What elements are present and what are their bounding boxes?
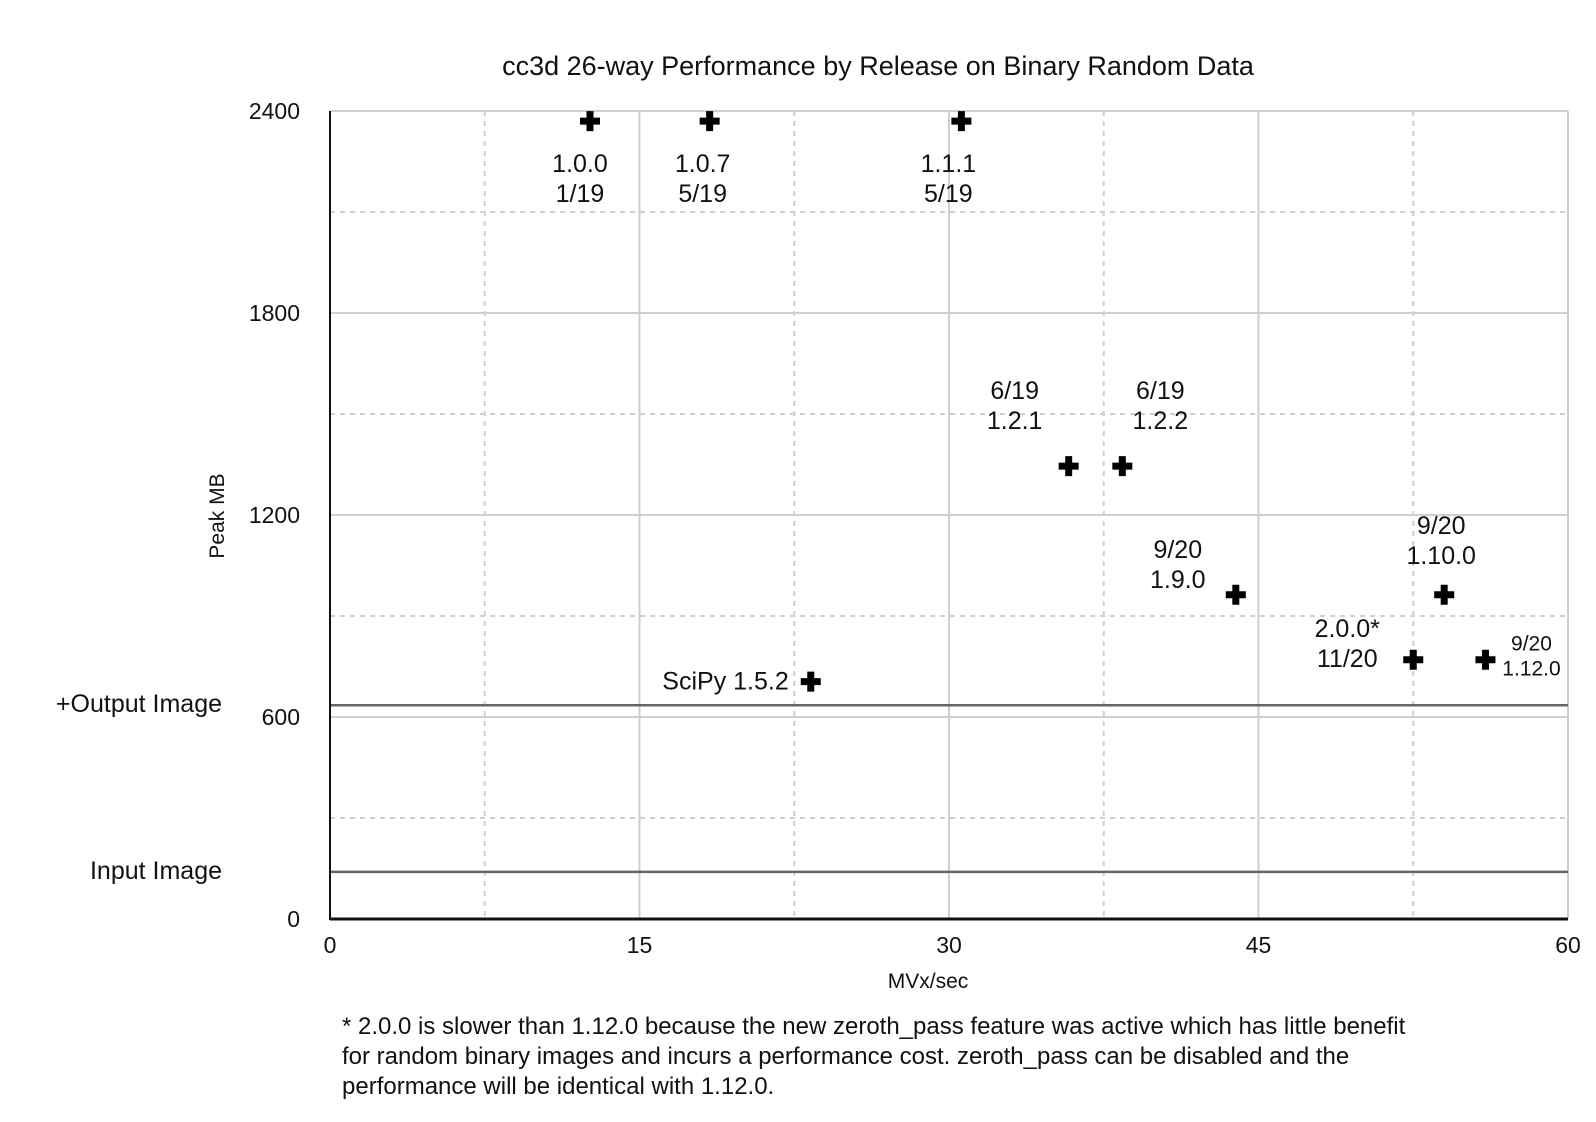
data-point-label: 1.10.0 [1406, 542, 1476, 570]
y-tick-label: 1200 [249, 502, 300, 528]
x-tick-label: 60 [1555, 932, 1581, 958]
data-point-label: 9/20 [1417, 512, 1466, 540]
reference-lines: +Output Image Input Image [56, 690, 1568, 885]
data-point-label: SciPy 1.5.2 [662, 668, 788, 696]
reference-line-label: Input Image [90, 857, 222, 885]
y-tick-label: 0 [287, 906, 300, 932]
data-point-label: 1.2.1 [987, 407, 1043, 435]
data-point: 1.0.01/19 [552, 111, 608, 208]
data-point-label: 2.0.0* [1315, 615, 1381, 643]
x-tick-label: 0 [324, 932, 337, 958]
data-points: 1.0.01/191.0.75/191.1.15/196/191.2.16/19… [552, 111, 1561, 696]
data-point-label: 6/19 [990, 377, 1039, 405]
data-point: SciPy 1.5.2 [662, 668, 821, 696]
plus-marker [699, 111, 720, 132]
data-point-label: 1.2.2 [1133, 407, 1189, 435]
data-point: 2.0.0*11/20 [1315, 615, 1424, 673]
data-point-label: 1.1.1 [921, 150, 977, 178]
y-tick-label: 600 [262, 704, 300, 730]
x-tick-label: 15 [627, 932, 653, 958]
footnote: * 2.0.0 is slower than 1.12.0 because th… [342, 1012, 1582, 1102]
data-point: 6/191.2.1 [987, 377, 1079, 477]
x-tick-label: 30 [936, 932, 962, 958]
data-point-label: 1.0.0 [552, 150, 608, 178]
data-point-label: 1/19 [556, 180, 605, 208]
footnote-line: for random binary images and incurs a pe… [342, 1043, 1350, 1070]
data-point-label: 9/20 [1511, 632, 1552, 655]
plus-marker [1058, 456, 1079, 477]
chart-title: cc3d 26-way Performance by Release on Bi… [502, 51, 1255, 81]
plus-marker [1403, 649, 1424, 670]
x-axis-label: MVx/sec [888, 970, 969, 993]
data-point-label: 5/19 [924, 180, 973, 208]
data-point: 9/201.9.0 [1150, 536, 1246, 605]
axes [329, 111, 1568, 921]
data-point-label: 9/20 [1153, 536, 1202, 564]
data-point-label: 5/19 [678, 180, 727, 208]
data-point: 1.1.15/19 [921, 111, 977, 208]
y-tick-label: 1800 [249, 300, 300, 326]
data-point-label: 1.12.0 [1502, 657, 1560, 680]
reference-line-label: +Output Image [56, 690, 222, 718]
data-point-label: 1.0.7 [675, 150, 731, 178]
plus-marker [1475, 649, 1496, 670]
footnote-line: * 2.0.0 is slower than 1.12.0 because th… [342, 1013, 1406, 1040]
data-point-label: 6/19 [1136, 377, 1185, 405]
data-point: 6/191.2.2 [1112, 377, 1189, 477]
plus-marker [1225, 584, 1246, 605]
plus-marker [1112, 456, 1133, 477]
data-point: 9/201.10.0 [1406, 512, 1476, 605]
data-point-label: 1.9.0 [1150, 566, 1206, 594]
data-point: 9/201.12.0 [1475, 632, 1561, 680]
plus-marker [579, 111, 600, 132]
x-tick-label: 45 [1246, 932, 1272, 958]
plus-marker [951, 111, 972, 132]
data-point: 1.0.75/19 [675, 111, 731, 208]
footnote-line: performance will be identical with 1.12.… [342, 1073, 775, 1100]
y-axis-label: Peak MB [206, 473, 229, 558]
plus-marker [800, 671, 821, 692]
data-point-label: 11/20 [1317, 645, 1378, 673]
plus-marker [1434, 584, 1455, 605]
grid [330, 110, 1569, 919]
y-tick-label: 2400 [249, 98, 300, 124]
